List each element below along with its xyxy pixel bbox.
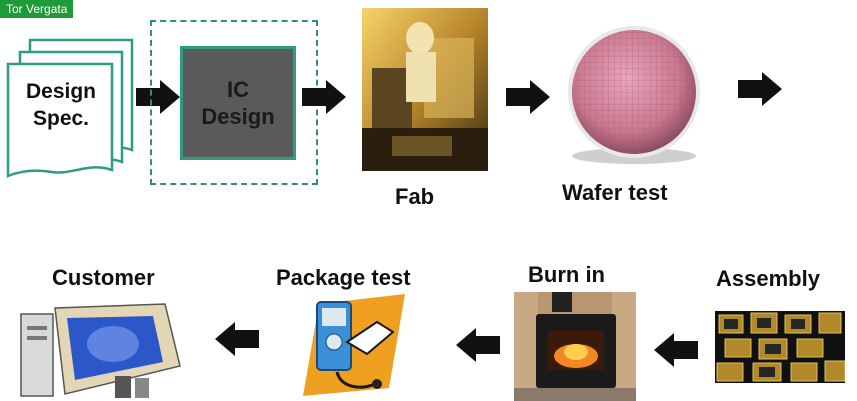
fab-cleanroom-image [362, 8, 488, 171]
computer-icon [20, 303, 181, 398]
arrow-left-icon [215, 322, 259, 356]
assembly-label: Assembly [716, 266, 820, 291]
arrow-right-icon [136, 80, 180, 114]
customer-label: Customer [52, 265, 155, 290]
fab-label: Fab [395, 184, 435, 209]
chip-packages-image [715, 311, 845, 383]
wood-stove-image [514, 292, 636, 401]
arrow-right-icon [302, 80, 346, 114]
arrow-right-icon [738, 72, 782, 106]
arrow-left-icon [456, 328, 500, 362]
burn-in-label: Burn in [528, 262, 605, 287]
design-spec-document-icon [6, 38, 134, 178]
design-spec-label: Design Spec. [25, 80, 96, 130]
package-test-meter-icon [303, 294, 405, 396]
ic-design-box: IC Design [180, 46, 296, 160]
arrow-right-icon [506, 80, 550, 114]
ic-design-label: IC Design [201, 77, 275, 129]
arrow-left-icon [654, 333, 698, 367]
wafer-image [568, 26, 700, 164]
tor-vergata-tag: Tor Vergata [0, 0, 74, 18]
package-test-label: Package test [276, 265, 411, 290]
wafer-test-label: Wafer test [562, 180, 668, 205]
